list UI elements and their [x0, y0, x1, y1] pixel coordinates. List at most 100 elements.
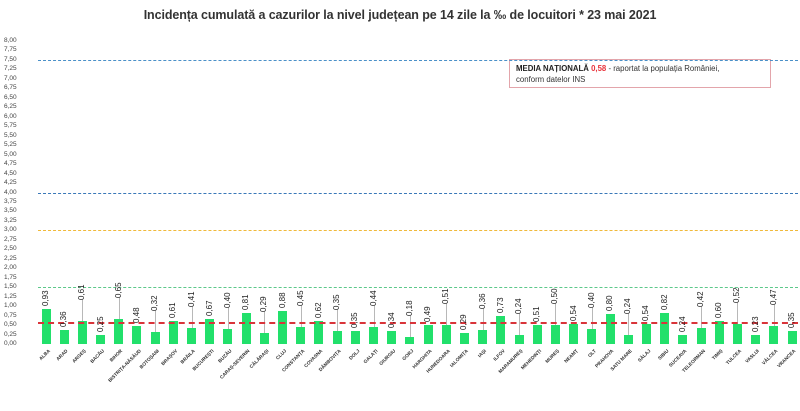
bar — [132, 325, 142, 344]
bar — [550, 325, 560, 344]
bar — [478, 330, 488, 344]
bar — [150, 331, 160, 344]
bar — [732, 324, 742, 344]
x-tick-label: VASLUI — [745, 349, 762, 365]
x-tick-label: VRANCEA — [777, 349, 798, 370]
x-tick-label: GALAȚI — [362, 349, 380, 366]
x-tick-label: SIBIU — [657, 349, 671, 362]
y-tick-label: 5,50 — [4, 131, 17, 139]
value-label: 0,62 — [313, 301, 323, 318]
value-label: 0,80 — [605, 295, 615, 311]
y-tick-label: 3,25 — [4, 216, 17, 224]
bar — [41, 308, 51, 344]
bar — [314, 320, 324, 344]
y-tick-label: 1,50 — [4, 283, 17, 291]
x-tick-label: ILFOV — [492, 349, 507, 363]
bar — [459, 333, 469, 344]
leader-line — [227, 306, 229, 329]
leader-line — [773, 304, 775, 327]
bar — [751, 335, 761, 344]
bar — [369, 327, 378, 344]
value-label: 0,50 — [550, 288, 560, 305]
x-tick-label: ARGEȘ — [72, 349, 88, 365]
bar — [496, 316, 506, 344]
legend-text-2: conform datelor INS — [516, 75, 586, 84]
value-label: 0,61 — [77, 284, 87, 300]
leader-line — [82, 298, 84, 321]
bar — [59, 330, 69, 344]
leader-line — [701, 306, 703, 329]
y-tick-label: 0,75 — [4, 311, 17, 319]
bar — [405, 337, 415, 344]
y-tick-label: 3,00 — [4, 226, 17, 234]
y-tick-label: 1,25 — [4, 292, 17, 300]
value-label: 0,54 — [568, 304, 578, 321]
leader-line — [555, 303, 557, 326]
national-average-legend: MEDIA NAȚIONALĂ 0,58 - raportat la popul… — [509, 59, 771, 88]
leader-line — [482, 308, 484, 331]
leader-line — [337, 308, 339, 331]
x-tick-label: BRAȘOV — [160, 349, 179, 368]
x-tick-label: ALBA — [38, 349, 52, 362]
bar — [714, 321, 724, 344]
bar — [587, 328, 597, 344]
y-tick-label: 1,00 — [4, 302, 17, 310]
y-tick-label: 6,25 — [4, 103, 17, 111]
x-tick-label: DOLJ — [348, 349, 361, 362]
reference-line — [38, 59, 798, 61]
leader-line — [300, 304, 302, 327]
y-tick-label: 2,50 — [4, 245, 17, 253]
leader-line — [264, 311, 266, 334]
leader-line — [737, 302, 739, 325]
legend-value: 0,58 — [591, 64, 607, 73]
bar — [605, 313, 615, 344]
bar — [259, 333, 269, 344]
y-tick-label: 3,50 — [4, 207, 17, 215]
y-tick-label: 6,50 — [4, 93, 17, 101]
y-tick-label: 1,75 — [4, 273, 17, 281]
y-tick-label: 2,25 — [4, 254, 17, 262]
y-tick-label: 5,75 — [4, 122, 17, 130]
value-label: 0,24 — [623, 298, 633, 314]
leader-line — [191, 306, 193, 329]
value-label: 0,65 — [113, 282, 123, 299]
y-tick-label: 0,00 — [4, 340, 17, 347]
x-tick-label: BRĂILA — [180, 349, 198, 366]
value-label: 0,61 — [168, 302, 178, 318]
x-tick-label: IAȘI — [478, 349, 489, 360]
value-label: 0,18 — [404, 300, 414, 317]
x-tick-label: NEAMȚ — [563, 349, 580, 365]
value-label: 0,36 — [477, 293, 487, 310]
value-label: 0,45 — [295, 290, 305, 306]
value-label: 0,67 — [204, 300, 214, 316]
value-label: 0,54 — [641, 304, 651, 321]
leader-line — [373, 305, 375, 328]
value-label: 0,35 — [332, 294, 342, 310]
bar — [296, 326, 306, 344]
value-label: 0,51 — [441, 288, 451, 304]
x-tick-label: IALOMIȚA — [450, 349, 471, 369]
bar — [441, 324, 451, 344]
value-label: 0,52 — [732, 287, 742, 304]
x-tick-label: MUREȘ — [545, 349, 562, 365]
legend-text-1: - raportat la populația României, — [606, 64, 720, 73]
bar — [77, 320, 87, 344]
legend-label: MEDIA NAȚIONALĂ — [516, 64, 589, 73]
value-label: 0,34 — [386, 312, 396, 329]
value-label: 0,88 — [277, 292, 287, 308]
value-label: 0,40 — [586, 292, 596, 308]
value-label: 0,82 — [659, 294, 669, 310]
value-label: 0,49 — [423, 306, 433, 323]
bar — [769, 326, 779, 344]
value-label: 0,35 — [787, 312, 796, 328]
y-tick-label: 4,75 — [4, 160, 17, 168]
value-label: 0,24 — [677, 316, 687, 332]
chart-title: Incidența cumulată a cazurilor la nivel … — [143, 8, 657, 22]
x-tick-label: OLT — [587, 349, 598, 360]
reference-line — [38, 230, 798, 232]
reference-line — [38, 287, 798, 289]
y-tick-label: 4,00 — [4, 188, 17, 196]
bar — [332, 330, 342, 344]
y-tick-label: 4,50 — [4, 169, 17, 177]
